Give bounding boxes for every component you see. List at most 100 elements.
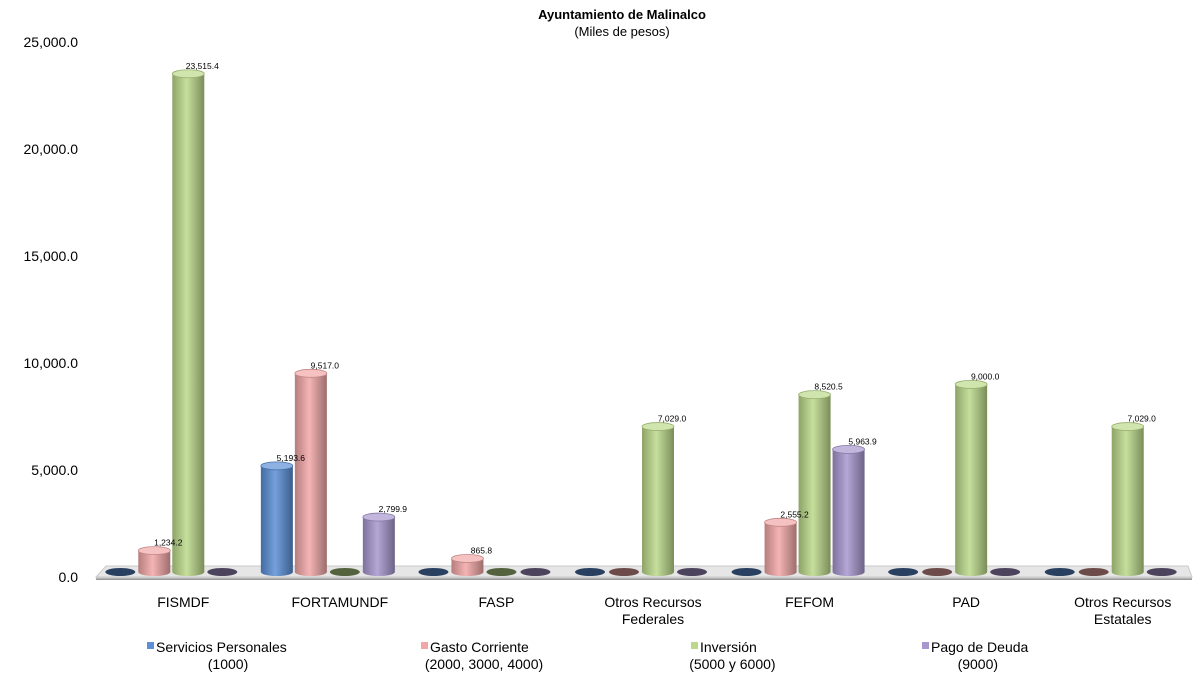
data-label: 2,555.2 (780, 509, 809, 519)
bar (171, 69, 205, 576)
y-axis: 0.0 5,000.0 10,000.0 15,000.0 20,000.0 25,000… (24, 34, 79, 585)
bar (990, 568, 1021, 576)
legend-item: Gasto Corriente(2000, 3000, 4000) (421, 639, 543, 672)
legend-sublabel: (1000) (208, 656, 248, 672)
bar (731, 568, 762, 576)
bar (1111, 422, 1145, 576)
bar-zero-disc (520, 568, 551, 576)
data-label: 23,515.4 (186, 61, 219, 71)
bar-zero-disc (1146, 568, 1177, 576)
bar-top (362, 512, 396, 522)
bar-zero-disc (1078, 568, 1109, 576)
y-tick-label: 5,000.0 (31, 462, 78, 478)
bar-body (451, 558, 484, 576)
bar (451, 554, 484, 576)
bar-top (260, 461, 294, 471)
bar (609, 568, 639, 576)
bar-body (955, 384, 988, 576)
bar-zero-disc (329, 568, 360, 576)
bar-top (832, 444, 865, 454)
bar-body (764, 522, 797, 576)
chart-subtitle: (Miles de pesos) (574, 24, 669, 39)
bar (954, 379, 988, 576)
legend-label: Inversión (700, 639, 757, 655)
data-label: 5,963.9 (848, 436, 877, 446)
data-label: 5,193.6 (277, 453, 306, 463)
bar (832, 444, 865, 576)
data-label: 1,234.2 (154, 538, 183, 548)
bar (105, 568, 136, 576)
bar-top (171, 69, 205, 79)
legend-item: Pago de Deuda(9000) (922, 639, 1029, 672)
bar-zero-disc (418, 568, 449, 576)
bar (575, 568, 605, 576)
y-tick-label: 0.0 (59, 569, 79, 585)
bar (1044, 568, 1075, 576)
bar (798, 390, 831, 576)
data-label: 2,799.9 (379, 504, 408, 514)
bar-zero-disc (609, 568, 639, 576)
bar-zero-disc (1044, 568, 1075, 576)
bar (1078, 568, 1109, 576)
bar-top (451, 554, 484, 563)
legend-swatch (147, 642, 154, 649)
bar-body (832, 449, 865, 576)
legend-sublabel: (2000, 3000, 4000) (425, 656, 543, 672)
data-label: 9,000.0 (971, 371, 1000, 381)
legend-sublabel: (9000) (958, 656, 998, 672)
bar-zero-disc (486, 568, 517, 576)
legend: Servicios Personales(1000) Gasto Corrient… (147, 639, 1029, 672)
legend-item: Inversión(5000 y 6000) (689, 639, 775, 672)
data-label: 7,029.0 (658, 414, 687, 424)
bar-top (137, 546, 171, 555)
bar (137, 546, 171, 576)
bar (207, 568, 238, 576)
bar-body (172, 73, 205, 576)
bar-zero-disc (990, 568, 1021, 576)
bar-top (764, 517, 797, 527)
bar (641, 422, 675, 576)
bar-top (954, 379, 988, 389)
bar-zero-disc (888, 568, 919, 576)
legend-label: Servicios Personales (156, 639, 287, 655)
x-tick-label: FEFOM (785, 594, 834, 610)
bar (922, 568, 953, 576)
x-tick-label: Otros Recursos Estatales (1074, 594, 1171, 627)
legend-swatch (922, 642, 929, 649)
legend-label: Gasto Corriente (430, 639, 529, 655)
data-labels-layer: 1,234.2 23,515.4 5,193.6 9,517.0 2,799.9 865.… (154, 61, 1156, 556)
bar (260, 461, 294, 576)
bar (294, 368, 328, 576)
bar-top (294, 368, 328, 378)
legend-sublabel: (5000 y 6000) (689, 656, 775, 672)
data-label: 865.8 (471, 545, 493, 555)
y-tick-label: 25,000.0 (24, 34, 79, 50)
legend-label: Pago de Deuda (931, 639, 1029, 655)
bar (1146, 568, 1177, 576)
bar-top (1111, 422, 1145, 431)
y-tick-label: 10,000.0 (24, 355, 79, 371)
bar (677, 568, 707, 576)
bar-top (798, 390, 831, 400)
y-tick-label: 20,000.0 (24, 141, 79, 157)
chart-title-group: Ayuntamiento de Malinalco (Miles de peso… (538, 7, 706, 39)
x-tick-label: FASP (479, 594, 515, 610)
data-label: 7,029.0 (1128, 414, 1157, 424)
data-label: 8,520.5 (814, 382, 843, 392)
x-tick-label: Otros Recursos Federales (604, 594, 701, 627)
bar-zero-disc (922, 568, 953, 576)
bar-body (138, 550, 171, 576)
bar-zero-disc (677, 568, 707, 576)
bar (362, 512, 396, 576)
x-tick-label: FISMDF (157, 594, 209, 610)
bar-zero-disc (105, 568, 136, 576)
bar-body (642, 426, 674, 576)
bar-zero-disc (575, 568, 605, 576)
x-tick-label: FORTAMUNDF (292, 594, 389, 610)
x-tick-label: PAD (952, 594, 980, 610)
bar (764, 517, 797, 576)
chart-title: Ayuntamiento de Malinalco (538, 7, 706, 22)
bar (888, 568, 919, 576)
legend-swatch (421, 642, 428, 649)
